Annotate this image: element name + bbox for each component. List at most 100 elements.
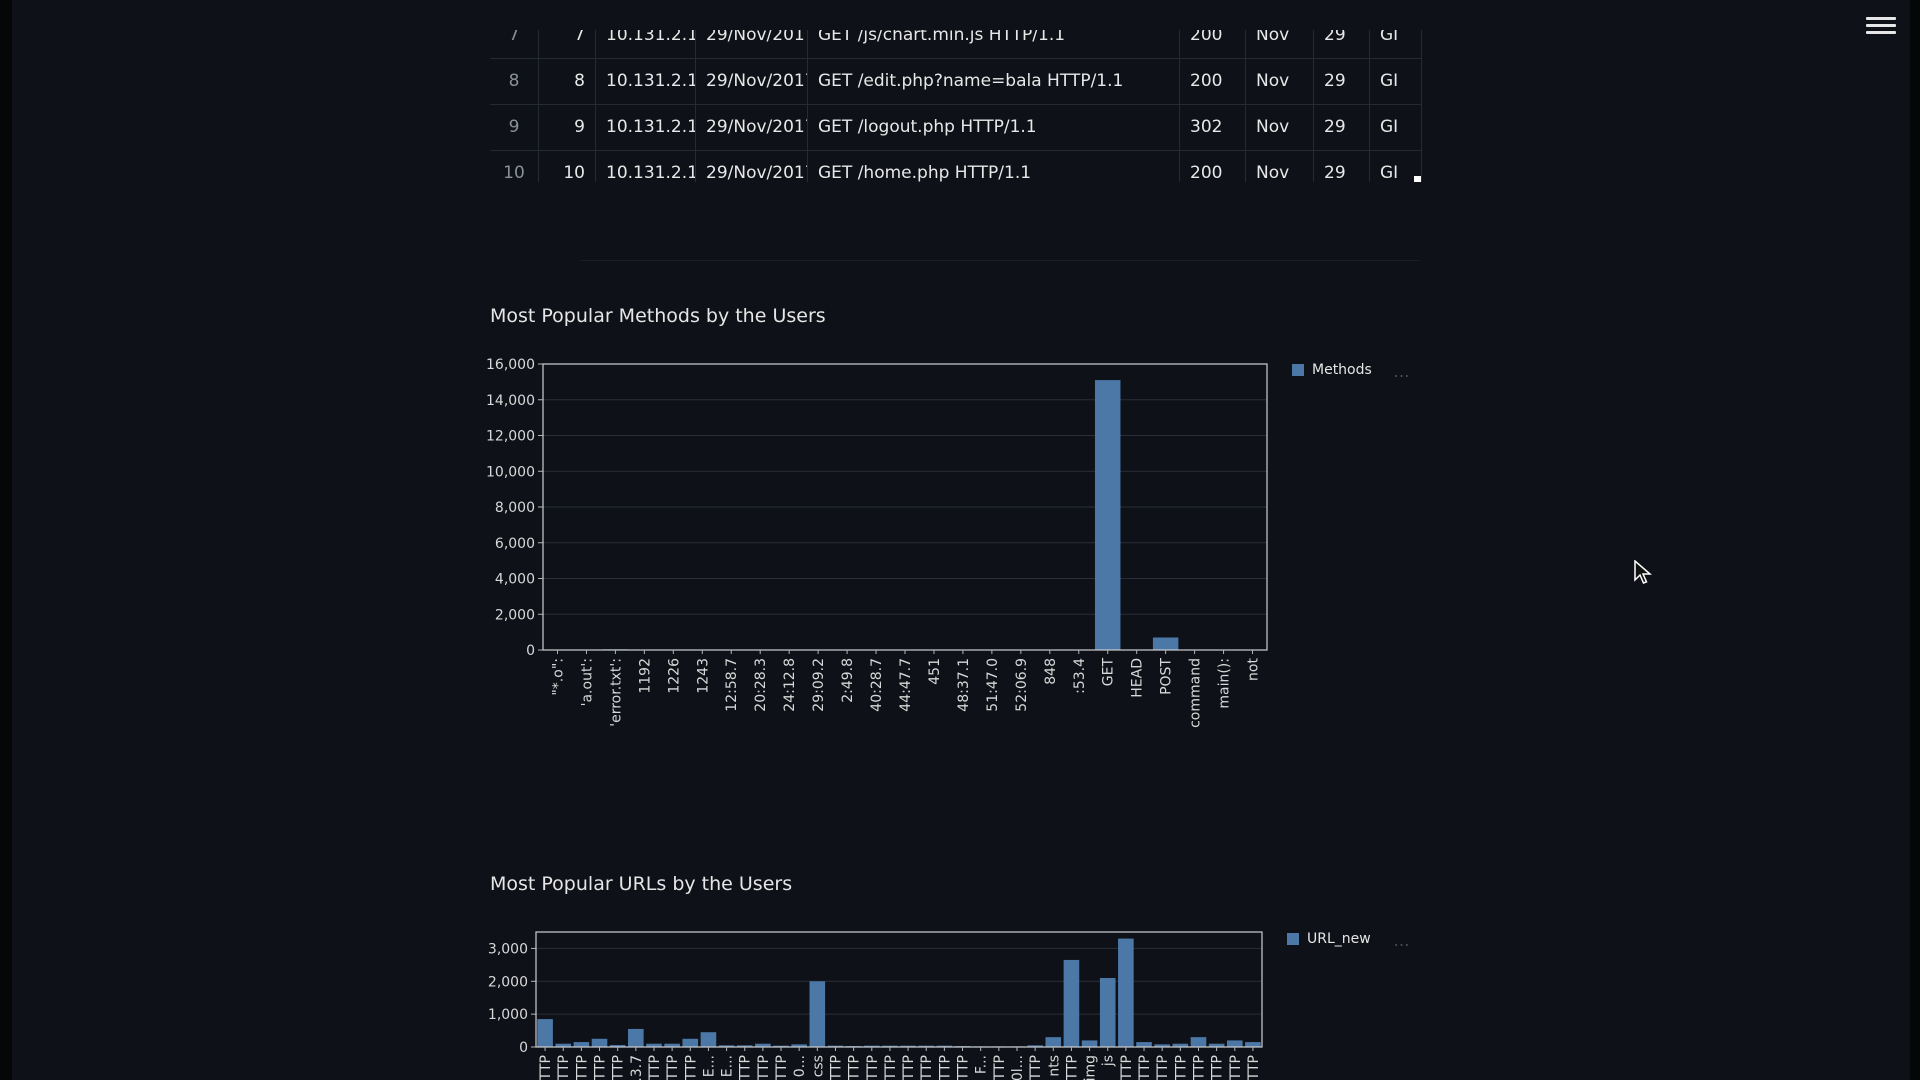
x-tick-label: TTP: [901, 1055, 917, 1080]
x-tick-label: TTP: [611, 1055, 627, 1080]
table-scroll-handle[interactable]: [1414, 176, 1421, 182]
bar: [664, 1043, 680, 1047]
x-tick-label: TTP: [847, 1055, 863, 1080]
bar: [755, 1043, 771, 1047]
table-cell-day: 29: [1314, 150, 1370, 182]
bar: [700, 1032, 717, 1047]
bar: [900, 1045, 916, 1047]
methods-legend: Methods: [1292, 362, 1372, 378]
x-tick-label: TTP: [1173, 1055, 1189, 1080]
bar: [1152, 637, 1179, 650]
table-cell-status: 302: [1180, 104, 1246, 150]
y-tick-label: 4,000: [495, 572, 535, 588]
bar: [791, 1044, 807, 1047]
table-cell-request: GET /home.php HTTP/1.1: [808, 150, 1180, 182]
x-tick-label: 24:12.8: [782, 658, 798, 712]
table-cell-ip: 10.131.2.1: [596, 58, 696, 104]
y-tick-label: 2,000: [488, 974, 528, 990]
table-cell-status: 200: [1180, 30, 1246, 58]
x-tick-label: TTP: [556, 1055, 572, 1080]
x-tick-label: TTP: [883, 1055, 899, 1080]
x-tick-label: 48:37.1: [956, 658, 972, 712]
table-row[interactable]: 10 10 10.131.2.1 29/Nov/2017 GET /home.php H…: [490, 150, 1422, 182]
urls-chart-more-button[interactable]: …: [1393, 931, 1411, 950]
bar: [1190, 1037, 1207, 1047]
x-tick-label: command: [1188, 658, 1204, 728]
table-cell-num: 8: [538, 58, 596, 104]
bar: [1154, 1044, 1170, 1047]
table-row[interactable]: 7 7 10.131.2.1 29/Nov/2017 GET /js/chart.min…: [490, 30, 1422, 59]
x-tick-label: 51:47.0: [985, 658, 1001, 712]
x-tick-label: TTP: [683, 1055, 699, 1080]
mouse-cursor-icon: [1634, 560, 1652, 584]
table-cell-request: GET /js/chart.min.js HTTP/1.1: [808, 30, 1180, 58]
log-dataframe[interactable]: 7 7 10.131.2.1 29/Nov/2017 GET /js/chart.min…: [490, 30, 1422, 182]
x-tick-label: GET: [1101, 658, 1117, 687]
bar: [1081, 1040, 1098, 1047]
table-cell-ip: 10.131.2.1: [596, 104, 696, 150]
x-tick-label: 0...: [792, 1055, 808, 1077]
table-cell-status: 200: [1180, 58, 1246, 104]
table-cell-method: GI: [1370, 58, 1422, 104]
hamburger-menu-icon[interactable]: [1866, 12, 1896, 38]
table-cell-day: 29: [1314, 58, 1370, 104]
table-cell-num: 7: [538, 30, 596, 58]
x-tick-label: css: [810, 1055, 826, 1077]
methods-chart-more-button[interactable]: …: [1393, 362, 1411, 381]
table-row[interactable]: 8 8 10.131.2.1 29/Nov/2017 GET /edit.php?nam…: [490, 58, 1422, 105]
table-cell-day: 29: [1314, 104, 1370, 150]
x-tick-label: TTP: [1119, 1055, 1135, 1080]
y-tick-label: 3,000: [488, 941, 528, 957]
table-cell-date: 29/Nov/2017: [696, 104, 808, 150]
bar: [936, 1045, 953, 1047]
table-cell-request: GET /logout.php HTTP/1.1: [808, 104, 1180, 150]
x-tick-label: 12:58.7: [724, 658, 740, 712]
table-cell-index: 7: [490, 30, 539, 58]
bar: [1027, 1045, 1043, 1047]
bar: [1045, 1037, 1062, 1047]
bar: [827, 1045, 844, 1047]
bar: [863, 1045, 880, 1047]
plot-frame: [535, 931, 1263, 1048]
x-tick-label: 1243: [695, 658, 711, 694]
x-tick-label: TTP: [1028, 1055, 1044, 1080]
table-cell-month: Nov: [1246, 58, 1314, 104]
bar: [1208, 1043, 1225, 1047]
bar: [1226, 1040, 1243, 1047]
table-cell-method: GI: [1370, 104, 1422, 150]
x-tick-label: TTP: [647, 1055, 663, 1080]
table-cell-request: GET /edit.php?name=bala HTTP/1.1: [808, 58, 1180, 104]
bar: [1136, 1042, 1152, 1047]
x-tick-label: TTP: [593, 1055, 609, 1080]
bar: [1172, 1043, 1189, 1047]
bar: [682, 1038, 699, 1047]
bar: [1094, 380, 1121, 650]
table-cell-index: 9: [490, 104, 539, 150]
y-tick-label: 2,000: [495, 607, 535, 623]
table-cell-num: 9: [538, 104, 596, 150]
x-tick-label: E...: [720, 1055, 736, 1077]
bar: [591, 1038, 608, 1047]
y-tick-label: 10,000: [486, 464, 535, 480]
x-tick-label: TTP: [665, 1055, 681, 1080]
x-tick-label: main():: [1217, 658, 1233, 709]
x-tick-label: TTP: [1228, 1055, 1244, 1080]
window-edge-right: [1910, 0, 1920, 1080]
x-tick-label: TTP: [1246, 1055, 1262, 1080]
x-tick-label: 29:09.2: [811, 658, 827, 712]
x-tick-label: 848: [1043, 658, 1059, 685]
legend-swatch: [1292, 364, 1304, 376]
methods-bar-chart[interactable]: 0 2,000 4,000 6,000 8,000 10,000 12,000 14,000 1…: [470, 350, 1270, 740]
table-cell-date: 29/Nov/2017: [696, 58, 808, 104]
x-tick-label: 0l...: [1010, 1055, 1026, 1080]
x-tick-label: 44:47.7: [898, 658, 914, 712]
x-tick-label: TTP: [1210, 1055, 1226, 1080]
urls-chart-title: Most Popular URLs by the Users: [490, 873, 793, 895]
bar: [809, 981, 826, 1047]
methods-chart-title: Most Popular Methods by the Users: [490, 305, 826, 327]
bar: [1063, 959, 1080, 1047]
table-cell-status: 200: [1180, 150, 1246, 182]
table-row[interactable]: 9 9 10.131.2.1 29/Nov/2017 GET /logout.php H…: [490, 104, 1422, 151]
